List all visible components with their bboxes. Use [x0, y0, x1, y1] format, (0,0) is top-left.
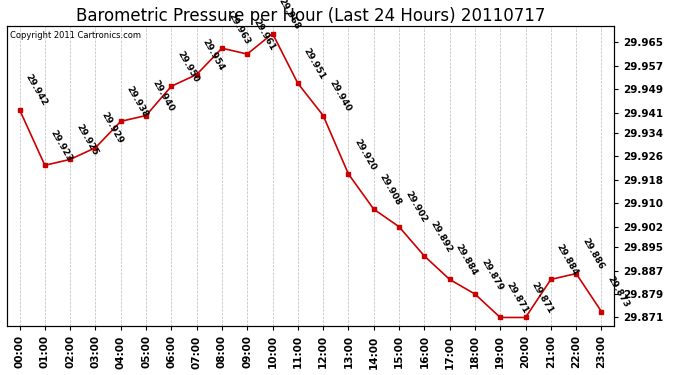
Text: 29.950: 29.950: [175, 50, 201, 84]
Text: 29.951: 29.951: [302, 46, 327, 81]
Text: 29.884: 29.884: [454, 243, 479, 277]
Text: 29.963: 29.963: [226, 11, 251, 46]
Text: 29.940: 29.940: [150, 79, 175, 113]
Text: Copyright 2011 Cartronics.com: Copyright 2011 Cartronics.com: [10, 31, 141, 40]
Title: Barometric Pressure per Hour (Last 24 Hours) 20110717: Barometric Pressure per Hour (Last 24 Ho…: [76, 7, 545, 25]
Text: 29.871: 29.871: [504, 280, 530, 315]
Text: 29.938: 29.938: [125, 84, 150, 119]
Text: 29.923: 29.923: [49, 128, 75, 163]
Text: 29.884: 29.884: [555, 243, 580, 277]
Text: 29.961: 29.961: [251, 17, 277, 52]
Text: 29.968: 29.968: [277, 0, 302, 32]
Text: 29.940: 29.940: [327, 79, 353, 113]
Text: 29.871: 29.871: [530, 280, 555, 315]
Text: 29.886: 29.886: [580, 237, 606, 272]
Text: 29.873: 29.873: [606, 275, 631, 309]
Text: 29.942: 29.942: [23, 73, 49, 108]
Text: 29.920: 29.920: [353, 137, 378, 172]
Text: 29.908: 29.908: [378, 172, 403, 207]
Text: 29.902: 29.902: [403, 190, 428, 225]
Text: 29.954: 29.954: [201, 38, 226, 72]
Text: 29.929: 29.929: [99, 111, 125, 146]
Text: 29.892: 29.892: [428, 219, 454, 254]
Text: 29.925: 29.925: [75, 123, 99, 157]
Text: 29.879: 29.879: [479, 257, 504, 292]
